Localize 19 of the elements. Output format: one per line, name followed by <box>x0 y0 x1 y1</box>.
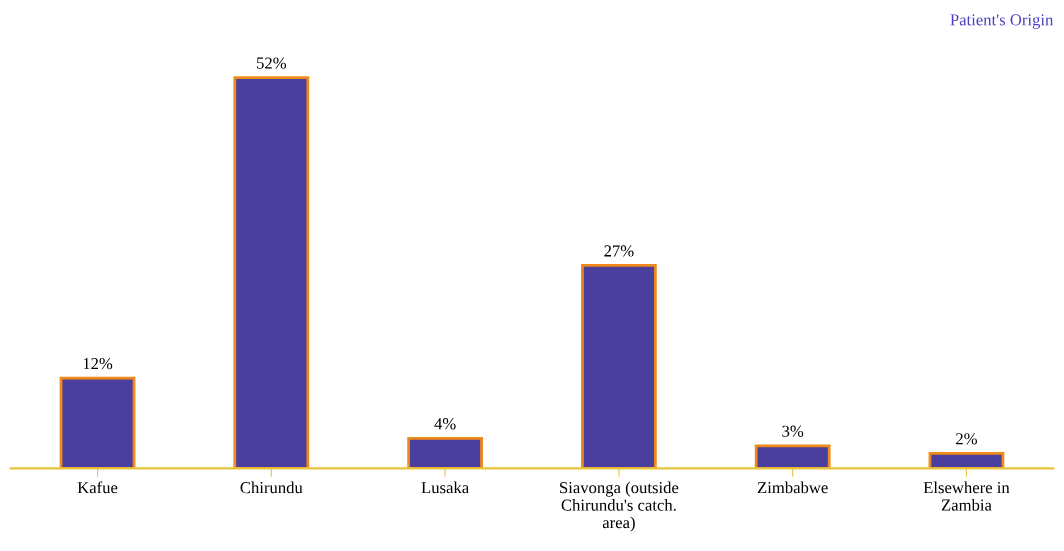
bar <box>928 451 1005 469</box>
chart-title: Patient's Origin <box>950 14 1054 29</box>
data-label: 4% <box>434 418 456 430</box>
bar <box>407 436 483 469</box>
bar <box>581 264 657 469</box>
x-tick-label: Siavonga (outside Chirundu's catch. area) <box>560 481 679 532</box>
x-tick-label: Zimbabwe <box>757 481 828 494</box>
bar <box>59 376 136 469</box>
data-label: 2% <box>956 433 978 445</box>
x-tick-label: Lusaka <box>421 481 469 494</box>
x-tick-label: Chirundu <box>240 481 303 494</box>
data-label: 52% <box>257 57 287 69</box>
x-tick-label: Kafue <box>77 481 118 494</box>
bar <box>233 76 310 469</box>
data-label: 12% <box>83 358 113 370</box>
bar <box>754 444 831 469</box>
x-tick-label: Elsewhere in Zambia <box>923 481 1010 511</box>
data-label: 27% <box>604 245 634 257</box>
data-label: 3% <box>782 425 804 437</box>
